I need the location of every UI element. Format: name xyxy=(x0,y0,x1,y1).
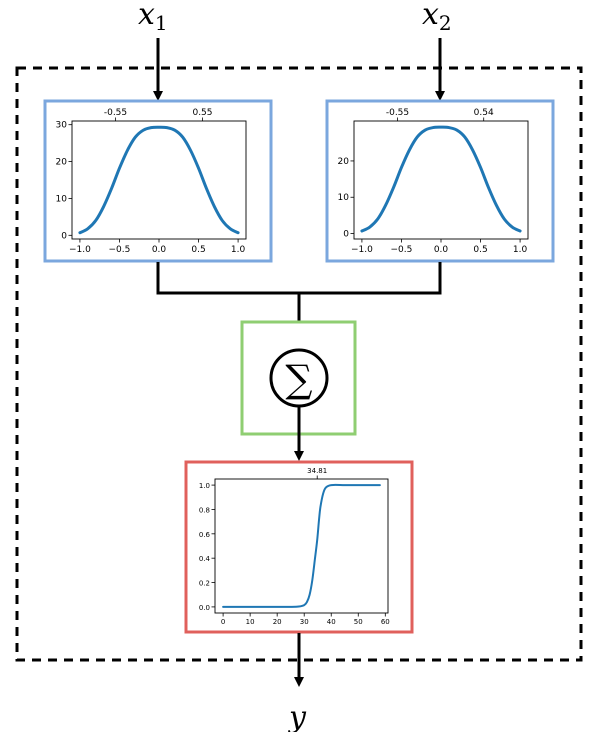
x-tick-label: −0.5 xyxy=(109,245,131,255)
series-line xyxy=(222,483,381,608)
series-line xyxy=(78,125,240,235)
shape-function-plot-1: −1.0 −0.5 0.0 0.5 1.0 0 10 20 30 -0.55 0.55 xyxy=(56,108,247,255)
x-tick-label: 0.5 xyxy=(191,245,205,255)
y-tick-label: 0.6 xyxy=(199,531,211,539)
x-tick-label: 0.0 xyxy=(434,245,449,255)
y-tick-label: 1.0 xyxy=(199,482,210,490)
y-tick-label: 0.0 xyxy=(199,604,210,612)
y-tick-label: 20 xyxy=(56,158,68,168)
model-frame xyxy=(15,66,583,662)
x-tick-label: 60 xyxy=(381,618,390,626)
x-tick-label: 50 xyxy=(354,618,363,626)
top-tick-label: -0.55 xyxy=(104,108,127,118)
top-tick-label: 34.81 xyxy=(307,467,327,475)
shape-function-box-1 xyxy=(43,99,273,263)
top-tick-label: 0.54 xyxy=(474,108,494,118)
shape-function-box-2 xyxy=(325,99,555,263)
y-tick-label: 0.2 xyxy=(199,580,210,588)
plot-frame xyxy=(214,478,389,614)
y-tick-label: 0.4 xyxy=(199,555,211,563)
x-tick-label: 1.0 xyxy=(513,245,528,255)
x-tick-label: 10 xyxy=(246,618,255,626)
y-tick-label: 20 xyxy=(338,157,350,167)
output-activation-box xyxy=(184,460,414,634)
x-tick-label: 40 xyxy=(327,618,336,626)
top-tick-label: 0.55 xyxy=(192,108,212,118)
x-tick-label: 30 xyxy=(300,618,309,626)
x-tick-label: −0.5 xyxy=(391,245,413,255)
output-label-y: y xyxy=(287,700,307,732)
x-tick-label: 20 xyxy=(273,618,282,626)
series-line xyxy=(360,125,522,233)
shape-function-plot-2: −1.0 −0.5 0.0 0.5 1.0 0 10 20 -0.55 0.54 xyxy=(338,108,529,255)
x-tick-label: −1.0 xyxy=(351,245,373,255)
x-tick-label: 1.0 xyxy=(231,245,246,255)
x-tick-label: 0 xyxy=(221,618,225,626)
y-tick-label: 10 xyxy=(56,194,68,204)
x-tick-label: 0.5 xyxy=(473,245,487,255)
y-tick-label: 30 xyxy=(56,121,68,131)
x-tick-label: 0.0 xyxy=(152,245,167,255)
connector-x2-to-sum xyxy=(300,262,442,295)
connector-x1-to-sum xyxy=(156,262,300,295)
y-tick-label: 10 xyxy=(338,193,350,203)
y-tick-label: 0 xyxy=(343,230,349,240)
top-tick-label: -0.55 xyxy=(386,108,409,118)
x-tick-label: −1.0 xyxy=(69,245,91,255)
input-label-x1: x1 xyxy=(138,0,168,35)
y-tick-label: 0 xyxy=(61,231,67,241)
output-activation-plot: 0 10 20 30 40 50 60 0.0 0.2 0.4 0.6 0.8 1.0 34.81 xyxy=(199,467,390,626)
y-tick-label: 0.8 xyxy=(199,506,210,514)
input-label-x2: x2 xyxy=(422,0,452,35)
sum-symbol: ∑ xyxy=(285,357,312,401)
